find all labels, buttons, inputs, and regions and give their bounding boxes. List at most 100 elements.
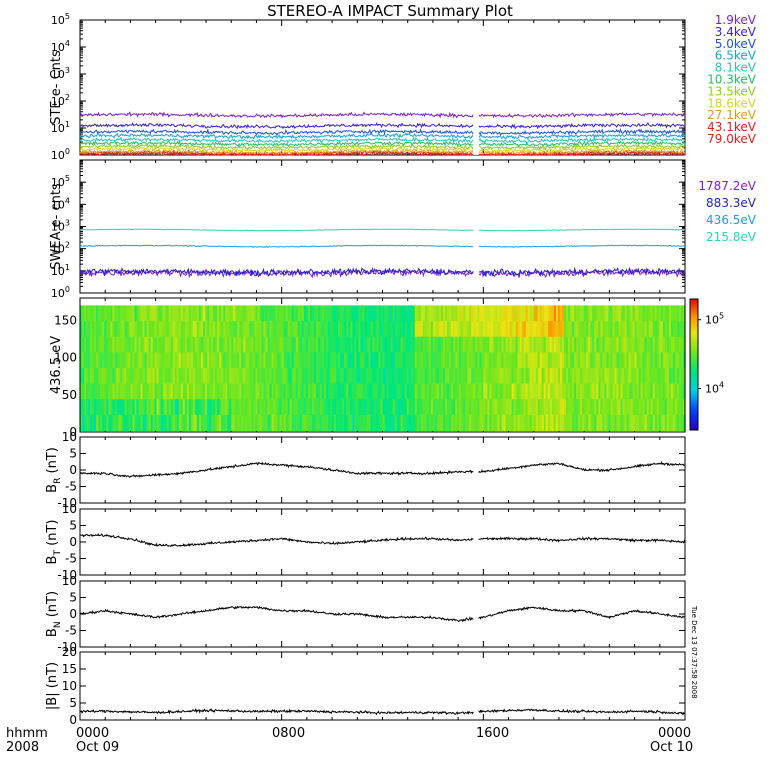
heatmap-cell (84, 336, 87, 353)
heatmap-cell (247, 305, 250, 322)
heatmap-cell (471, 383, 474, 400)
heatmap-cell (199, 368, 202, 385)
heatmap-cell (237, 399, 240, 416)
heatmap-cell (612, 383, 615, 400)
heatmap-cell (261, 414, 265, 432)
heatmap-cell (235, 305, 238, 322)
heatmap-cell (94, 336, 97, 353)
heatmap-cell (166, 383, 170, 400)
heatmap-cell (168, 399, 172, 416)
heatmap-cell (303, 368, 307, 385)
heatmap-cell (318, 414, 321, 432)
heatmap-cell (439, 414, 442, 432)
heatmap-cell (473, 399, 476, 416)
heatmap-cell (428, 336, 432, 353)
heatmap-cell (529, 352, 533, 369)
heatmap-cell (293, 321, 297, 338)
heatmap-cell (299, 336, 303, 353)
heatmap-cell (86, 352, 89, 369)
heatmap-cell (90, 321, 93, 338)
colorbar-segment (690, 331, 698, 335)
heatmap-cell (676, 383, 680, 400)
heatmap-cell (295, 352, 299, 369)
heatmap-cell (408, 399, 412, 416)
heatmap-cell (465, 368, 468, 385)
heatmap-cell (434, 321, 438, 338)
heatmap-cell (479, 399, 482, 416)
heatmap-cell (578, 336, 581, 353)
heatmap-cell (207, 368, 210, 385)
heatmap-cell (519, 414, 523, 432)
heatmap-cell (632, 352, 636, 369)
heatmap-cell (293, 414, 297, 432)
heatmap-cell (562, 352, 565, 369)
heatmap-cell (513, 336, 517, 353)
heatmap-cell (430, 399, 434, 416)
heatmap-cell (88, 399, 91, 416)
heatmap-cell (644, 383, 648, 400)
heatmap-cell (281, 352, 285, 369)
ste-legend-entry: 8.1keV (715, 61, 757, 75)
heatmap-cell (463, 352, 466, 369)
heatmap-cell (245, 352, 248, 369)
heatmap-cell (190, 383, 194, 400)
heatmap-cell (297, 336, 301, 353)
heatmap-cell (176, 399, 180, 416)
heatmap-cell (90, 352, 93, 369)
heatmap-cell (289, 383, 293, 400)
heatmap-cell (190, 399, 194, 416)
x-tick-date: Oct 09 (76, 740, 120, 755)
colorbar-segment (690, 314, 698, 317)
heatmap-cell (507, 414, 511, 432)
heatmap-cell (620, 399, 624, 416)
heatmap-cell (211, 414, 214, 432)
heatmap-cell (376, 305, 379, 322)
heatmap-cell (519, 305, 523, 322)
heatmap-cell (92, 336, 95, 353)
heatmap-cell (676, 336, 680, 353)
heatmap-cell (517, 305, 521, 322)
heatmap-cell (503, 383, 507, 400)
heatmap-cell (136, 336, 140, 353)
heatmap-cell (303, 336, 307, 353)
heatmap-cell (580, 414, 583, 432)
heatmap-cell (188, 399, 192, 416)
heatmap-cell (495, 383, 498, 400)
heatmap-cell (610, 399, 613, 416)
heatmap-cell (521, 336, 525, 353)
heatmap-cell (158, 321, 162, 338)
heatmap-cell (360, 399, 363, 416)
heatmap-cell (348, 383, 351, 400)
heatmap-cell (94, 305, 97, 322)
heatmap-cell (209, 383, 212, 400)
heatmap-cell (126, 336, 129, 353)
heatmap-cell (358, 368, 361, 385)
heatmap-cell (162, 305, 166, 322)
heatmap-cell (144, 368, 148, 385)
heatmap-cell (324, 414, 327, 432)
heatmap-cell (376, 336, 379, 353)
heatmap-cell (430, 305, 434, 322)
heatmap-cell (493, 414, 496, 432)
heatmap-cell (360, 352, 363, 369)
heatmap-cell (511, 336, 515, 353)
colorbar-segment (690, 403, 698, 407)
heatmap-cell (586, 414, 589, 432)
heatmap-cell (511, 368, 515, 385)
heatmap-cell (352, 414, 355, 432)
heatmap-cell (441, 352, 444, 369)
heatmap-cell (247, 414, 250, 432)
field-trace (79, 605, 686, 623)
heatmap-cell (549, 336, 553, 353)
heatmap-cell (638, 368, 642, 385)
heatmap-cell (489, 399, 492, 416)
heatmap-cell (505, 399, 509, 416)
heatmap-cell (356, 305, 359, 322)
heatmap-cell (495, 321, 498, 338)
heatmap-cell (664, 414, 668, 432)
heatmap-cell (602, 352, 605, 369)
heatmap-cell (186, 414, 190, 432)
heatmap-cell (172, 414, 176, 432)
heatmap-cell (328, 305, 331, 322)
heatmap-cell (604, 321, 607, 338)
